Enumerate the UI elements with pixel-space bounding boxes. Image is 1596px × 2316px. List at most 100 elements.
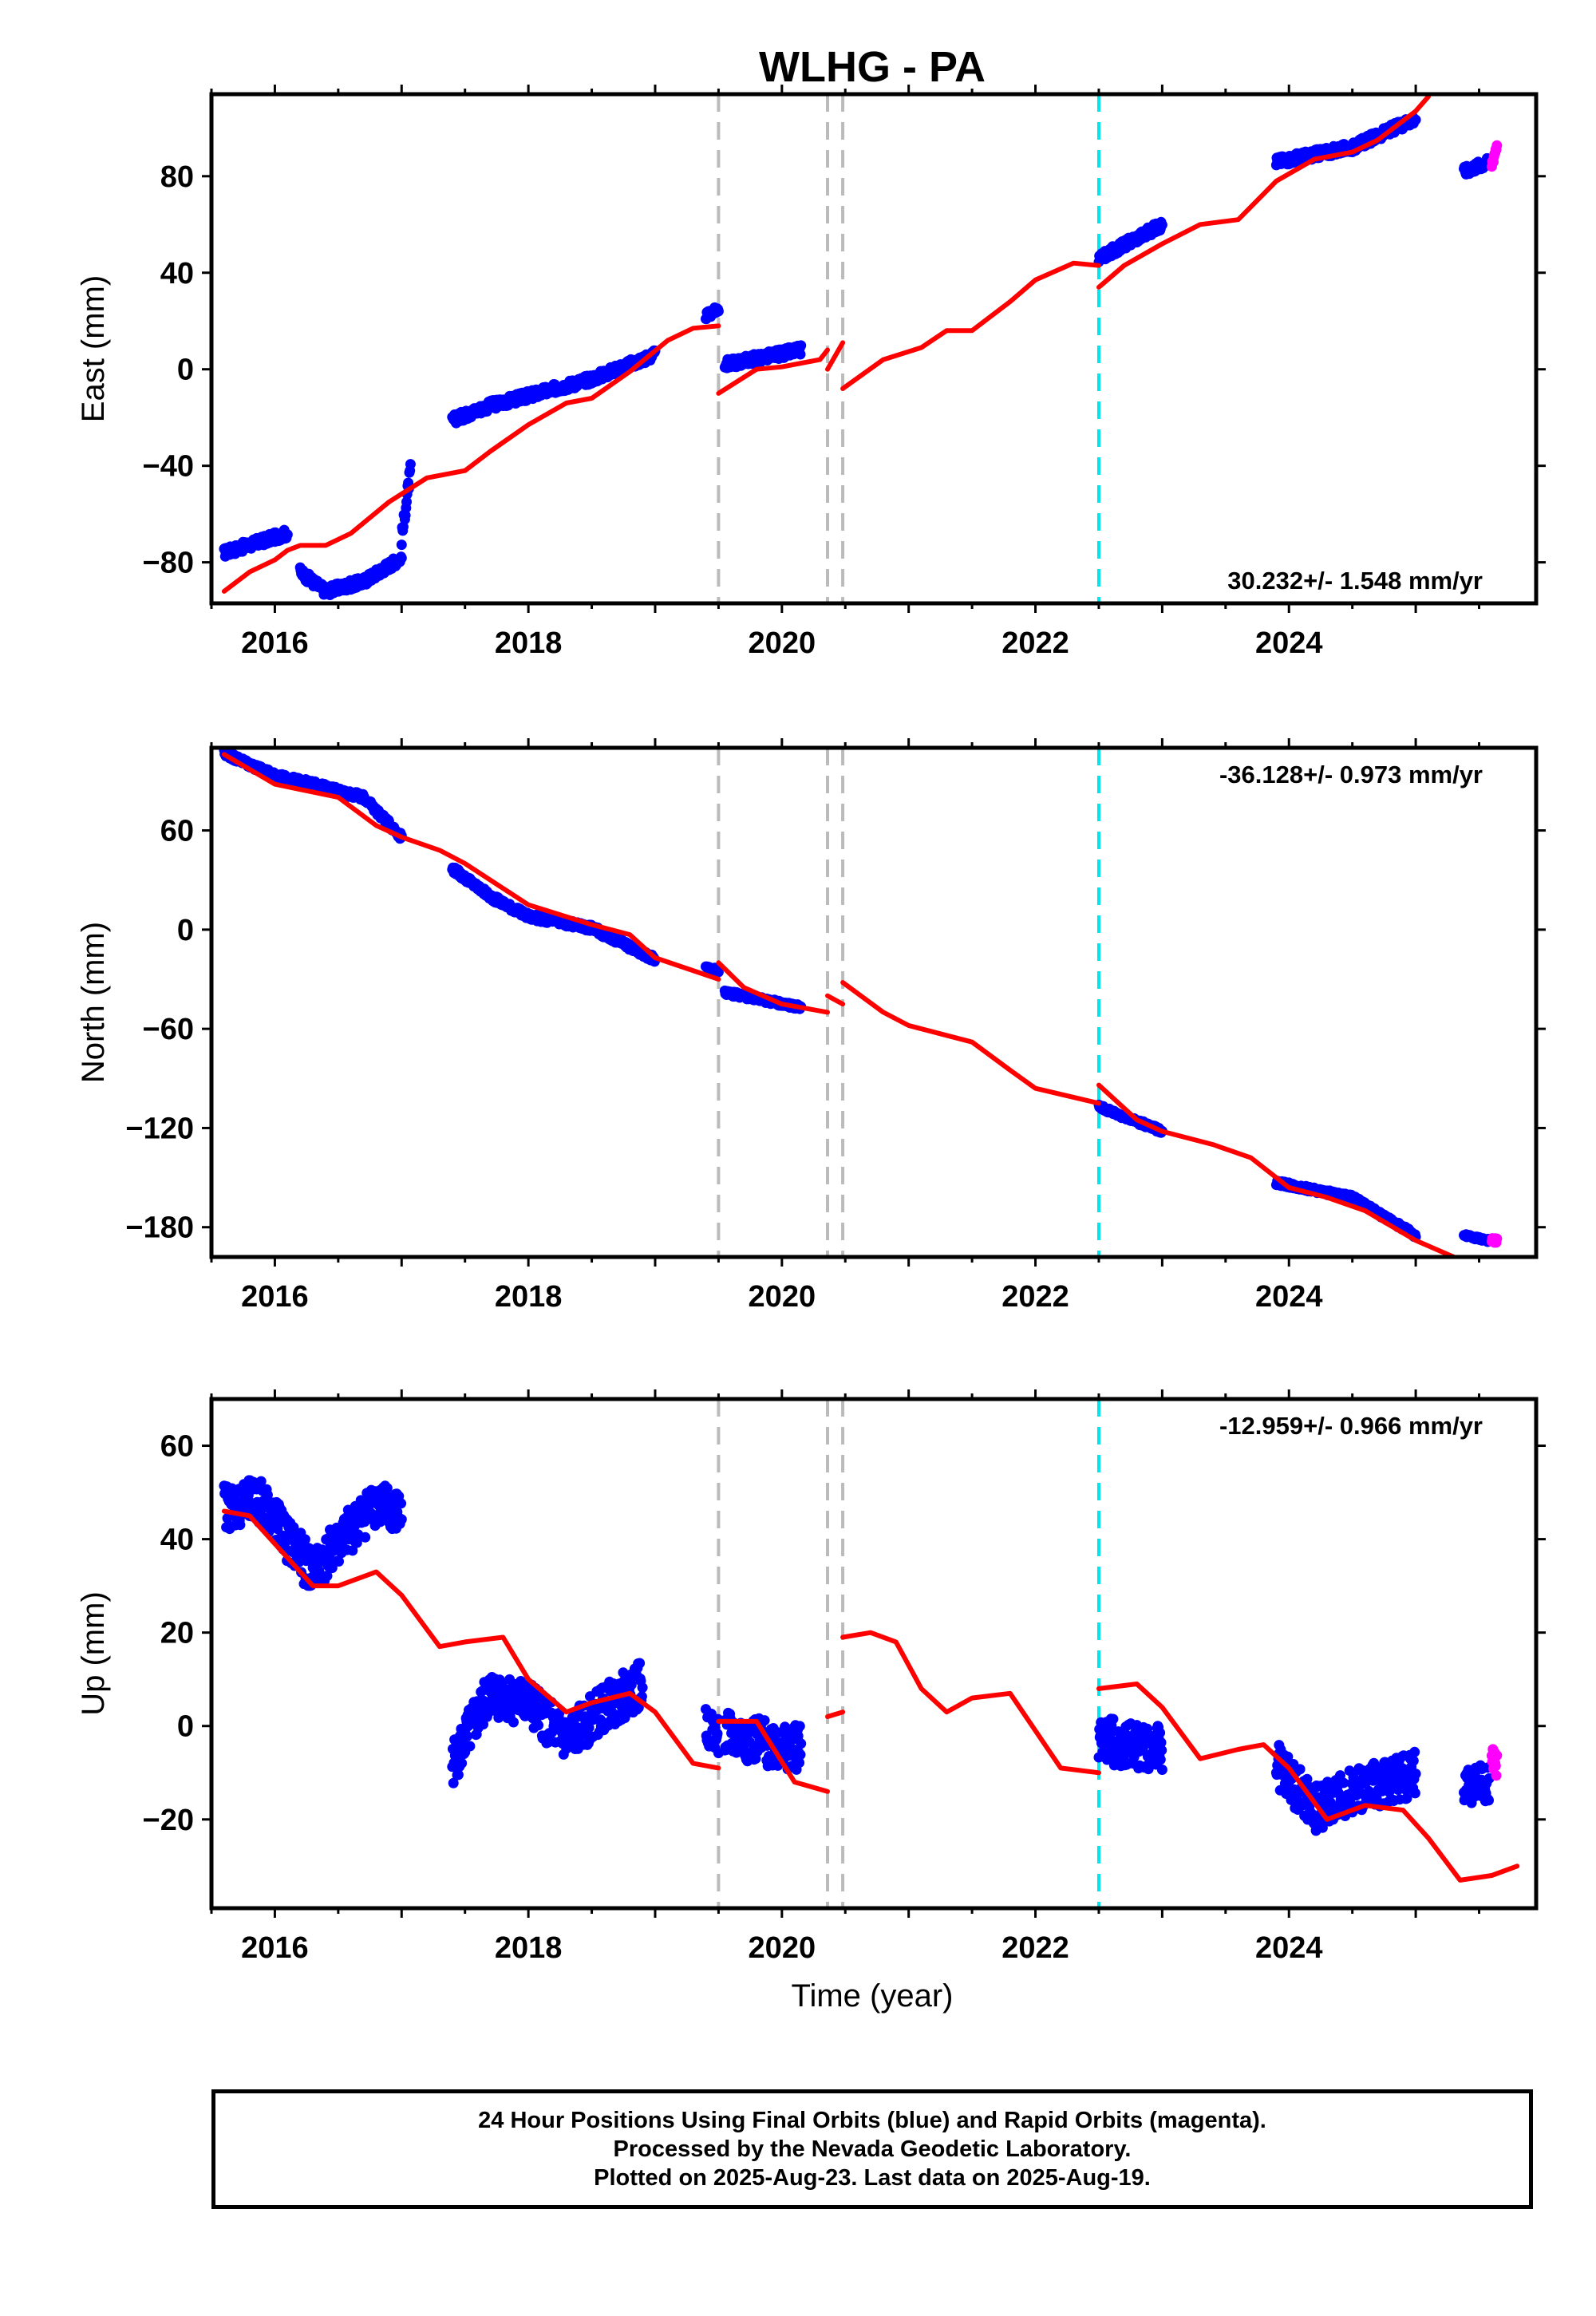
- y-axis-label: Up (mm): [76, 1591, 111, 1716]
- rapid-orbit-point: [1491, 140, 1503, 151]
- final-orbit-point: [794, 1721, 805, 1732]
- x-tick-label: 2020: [749, 1280, 816, 1314]
- panel-plot-area: [219, 1475, 1520, 1883]
- x-tick-label: 2024: [1255, 1280, 1323, 1314]
- model-curve: [1096, 94, 1431, 290]
- final-orbit-point: [637, 1682, 648, 1694]
- panel-plot-area: [219, 94, 1503, 600]
- final-orbit-point: [508, 1717, 519, 1728]
- final-orbit-point: [464, 1741, 476, 1752]
- y-axis-label: East (mm): [76, 275, 111, 422]
- y-tick-label: 80: [160, 160, 194, 194]
- final-orbit-point: [794, 1757, 805, 1769]
- footer-line-orbits: 24 Hour Positions Using Final Orbits (bl…: [478, 2108, 1266, 2133]
- footer-line-processed-by: Processed by the Nevada Geodetic Laborat…: [613, 2136, 1132, 2162]
- y-axis-label: North (mm): [76, 922, 111, 1083]
- final-orbit-point: [712, 1728, 723, 1739]
- final-orbit-point: [1410, 1769, 1421, 1780]
- model-curve: [221, 1508, 721, 1771]
- y-tick-label: 0: [177, 354, 194, 387]
- x-tick-label: 2022: [1001, 1931, 1069, 1965]
- panel-plot-area: [219, 748, 1503, 1257]
- velocity-rate-label: 30.232+/- 1.548 mm/yr: [1227, 567, 1483, 595]
- y-tick-label: 60: [160, 1430, 194, 1464]
- final-orbit-point: [713, 306, 724, 317]
- final-orbit-point: [396, 1498, 407, 1509]
- final-orbit-point: [288, 1522, 299, 1533]
- final-orbit-point: [462, 1731, 472, 1741]
- final-orbit-point: [1156, 1745, 1167, 1756]
- final-orbit-point: [360, 1531, 371, 1543]
- model-curve: [825, 340, 846, 372]
- final-orbit-point: [533, 1720, 544, 1731]
- final-orbit-point: [381, 1483, 393, 1494]
- final-orbit-point: [282, 529, 293, 540]
- final-orbit-point: [1317, 1822, 1328, 1833]
- x-tick-label: 2018: [495, 1931, 563, 1965]
- final-orbit-point: [1156, 1765, 1167, 1775]
- rapid-orbit-point: [1491, 1770, 1502, 1781]
- final-orbit-point: [1338, 1777, 1349, 1788]
- final-orbit-point: [255, 1476, 267, 1487]
- x-tick-label: 2016: [241, 1280, 309, 1314]
- model-curve: [716, 1718, 830, 1794]
- rapid-orbit-point: [1491, 1750, 1503, 1761]
- final-orbit-point: [1401, 1792, 1412, 1804]
- final-orbit-point: [1155, 1727, 1166, 1738]
- final-orbit-point: [759, 1715, 770, 1726]
- final-orbit-point: [1483, 1795, 1494, 1806]
- final-orbit-point: [396, 552, 407, 563]
- rapid-orbit-point: [1490, 1761, 1501, 1772]
- final-orbit-point: [1156, 219, 1167, 231]
- x-tick-label: 2018: [495, 1280, 563, 1314]
- model-curve: [1096, 1082, 1456, 1257]
- final-orbit-point: [516, 1676, 526, 1686]
- x-tick-label: 2018: [495, 626, 563, 660]
- final-orbit-point: [713, 966, 724, 978]
- final-orbit-point: [396, 1514, 407, 1525]
- panel-east: −80 −40 0 40 80 2016 2018 2020 2022 2024 East (mm)…: [76, 85, 1546, 660]
- y-tick-label: −60: [143, 1013, 194, 1046]
- final-orbit-point: [401, 496, 412, 508]
- rapid-orbit-point: [1491, 1233, 1503, 1244]
- y-tick-label: −20: [143, 1804, 194, 1837]
- final-orbit-point: [1108, 1713, 1119, 1725]
- panel-frame: [209, 1397, 1539, 1911]
- final-orbit-point: [796, 1738, 807, 1749]
- final-orbit-point: [1408, 1755, 1419, 1766]
- final-orbit-point: [796, 340, 807, 351]
- final-orbit-point: [1156, 1737, 1167, 1748]
- footer-caption-box: 24 Hour Positions Using Final Orbits (bl…: [211, 2089, 1533, 2209]
- panel-up: −20 0 20 40 60 2016 2018 2020 2022 2024 Up (mm) -12…: [76, 1389, 1546, 1965]
- x-tick-label: 2020: [749, 626, 816, 660]
- chart-title: WLHG - PA: [759, 43, 986, 91]
- x-tick-label: 2022: [1001, 626, 1069, 660]
- final-orbit-point: [452, 1769, 464, 1780]
- x-tick-label: 2024: [1255, 1931, 1323, 1965]
- final-orbit-point: [744, 1737, 755, 1747]
- final-orbit-point: [405, 459, 416, 470]
- final-orbit-point: [1409, 1788, 1420, 1799]
- final-orbit-point: [1409, 1746, 1420, 1757]
- panel-north: −180 −120 −60 0 60 2016 2018 2020 2022 2024 North …: [76, 738, 1546, 1314]
- x-tick-label: 2022: [1001, 1280, 1069, 1314]
- panel-frame: [209, 92, 1539, 606]
- y-tick-label: 60: [160, 815, 194, 848]
- model-curve: [1096, 1682, 1520, 1883]
- model-curve: [840, 1630, 1101, 1776]
- y-tick-label: −40: [143, 450, 194, 484]
- y-tick-label: −180: [125, 1211, 194, 1245]
- model-curve: [825, 1709, 846, 1719]
- final-orbit-point: [1282, 1751, 1294, 1762]
- final-orbit-point: [634, 1658, 646, 1669]
- final-orbit-point: [448, 1777, 459, 1788]
- panel-frame: [209, 745, 1539, 1259]
- model-curve: [716, 347, 830, 396]
- x-tick-label: 2016: [241, 626, 309, 660]
- final-orbit-point: [456, 1757, 468, 1769]
- final-orbit-point: [583, 1722, 595, 1733]
- final-orbit-point: [334, 1556, 344, 1567]
- x-axis-label: Time (year): [792, 1978, 954, 2014]
- final-orbit-point: [351, 1537, 362, 1548]
